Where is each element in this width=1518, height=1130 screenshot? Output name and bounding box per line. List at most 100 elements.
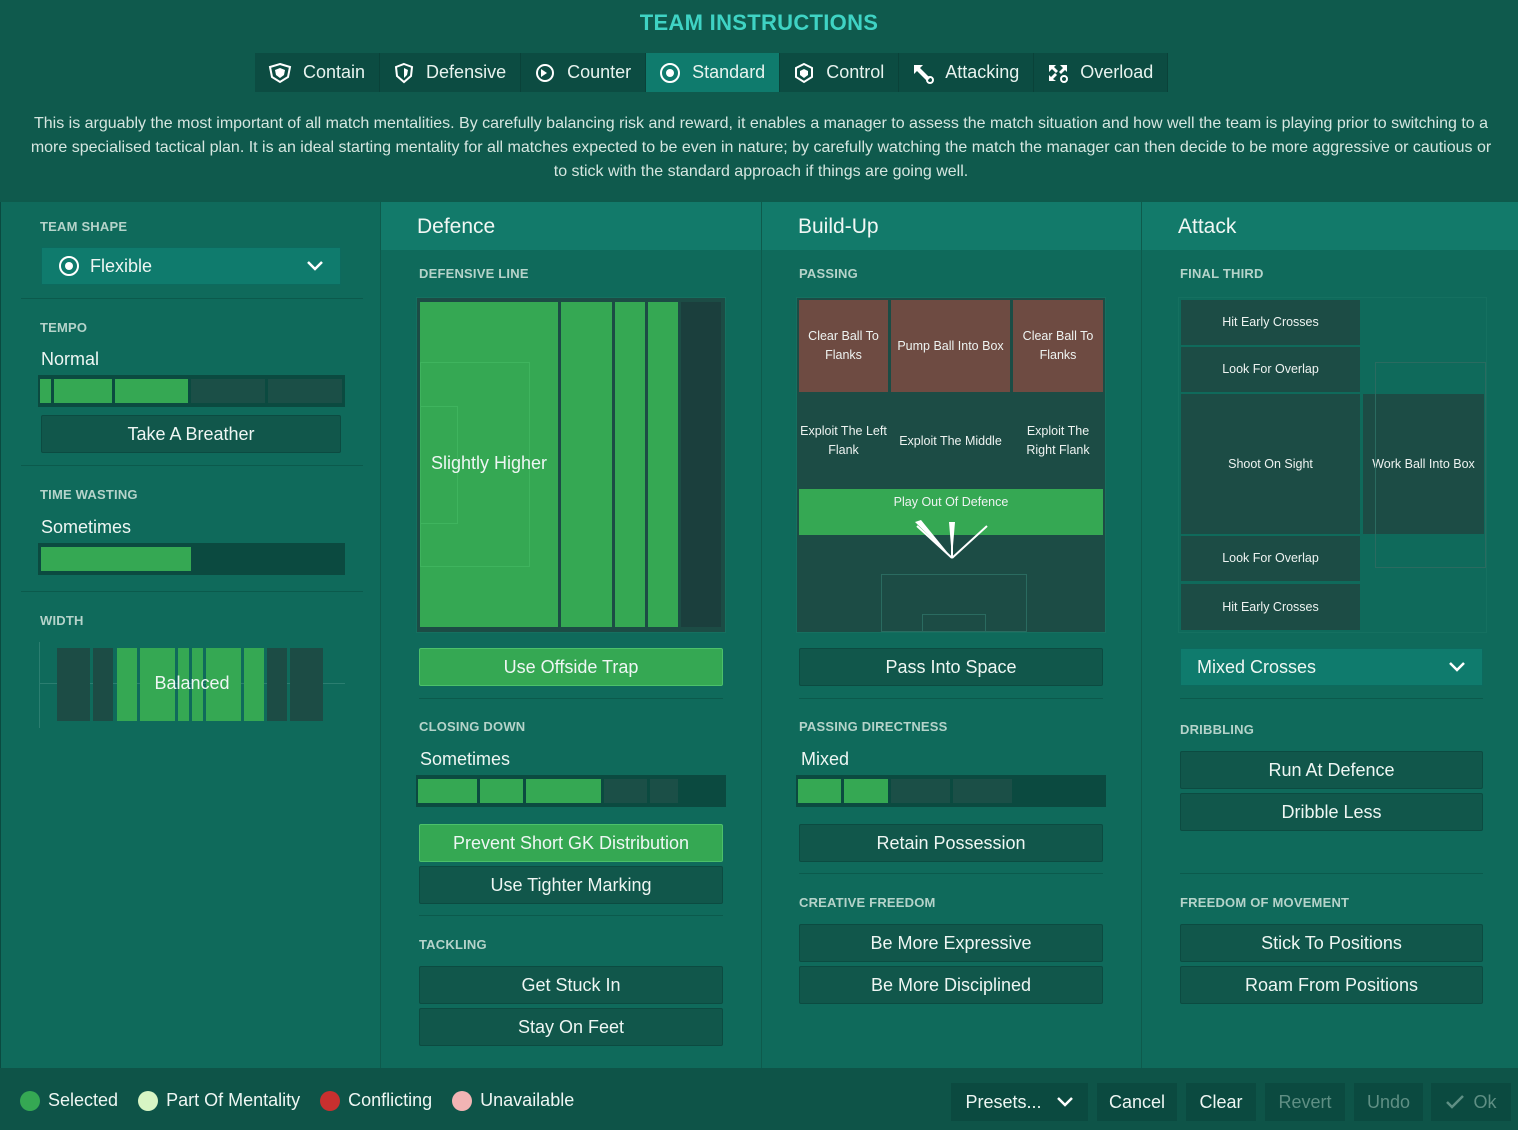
tackling-label: TACKLING xyxy=(419,937,487,952)
selected-dot-icon xyxy=(20,1090,40,1111)
exploit-right-flank-cell[interactable]: Exploit The Right Flank xyxy=(1026,424,1090,457)
defence-panel: Defence DEFENSIVE LINE Slightly Higher U… xyxy=(381,202,761,1068)
pass-into-space-button[interactable]: Pass Into Space xyxy=(799,648,1103,686)
defensive-shield-icon xyxy=(394,62,414,83)
clear-button[interactable]: Clear xyxy=(1186,1083,1256,1121)
use-offside-trap-button[interactable]: Use Offside Trap xyxy=(419,648,723,686)
tab-defensive[interactable]: Defensive xyxy=(380,53,522,92)
part-of-mentality-dot-icon xyxy=(138,1090,159,1111)
run-at-defence-button[interactable]: Run At Defence xyxy=(1180,751,1483,789)
shoot-on-sight-cell[interactable]: Shoot On Sight xyxy=(1181,394,1360,534)
undo-button[interactable]: Undo xyxy=(1354,1083,1423,1121)
team-shape-value: Flexible xyxy=(90,255,153,276)
divider xyxy=(21,591,363,592)
exploit-middle-cell[interactable]: Exploit The Middle xyxy=(899,433,1002,448)
divider xyxy=(419,915,723,916)
team-shape-dropdown[interactable]: Flexible xyxy=(41,247,341,285)
take-a-breather-button[interactable]: Take A Breather xyxy=(41,415,341,453)
hit-early-crosses-bottom-cell[interactable]: Hit Early Crosses xyxy=(1181,584,1360,630)
be-more-expressive-button[interactable]: Be More Expressive xyxy=(799,924,1103,962)
buildup-header: Build-Up xyxy=(762,202,1141,250)
divider xyxy=(799,698,1103,699)
width-label: WIDTH xyxy=(40,613,84,628)
tab-label: Control xyxy=(826,62,885,82)
prevent-short-gk-distribution-button[interactable]: Prevent Short GK Distribution xyxy=(419,824,723,862)
tempo-slider[interactable] xyxy=(38,375,345,407)
tab-standard[interactable]: Standard xyxy=(646,53,781,92)
chevron-down-icon xyxy=(1449,662,1465,672)
look-for-overlap-top-cell[interactable]: Look For Overlap xyxy=(1181,347,1360,392)
divider xyxy=(419,698,723,699)
tab-overload[interactable]: Overload xyxy=(1034,53,1169,92)
defensive-line-label: DEFENSIVE LINE xyxy=(419,266,529,281)
chevron-down-icon xyxy=(307,261,323,271)
exploit-left-flank-cell[interactable]: Exploit The Left Flank xyxy=(800,424,887,457)
team-shape-label: TEAM SHAPE xyxy=(40,219,128,234)
tab-counter[interactable]: Counter xyxy=(521,53,647,92)
legend-part-of-mentality: Part Of Mentality xyxy=(166,1090,301,1110)
team-settings-panel: TEAM SHAPE Flexible TEMPO Normal Take A … xyxy=(0,202,380,1068)
passing-directness-value: Mixed xyxy=(801,749,850,769)
closing-down-label: CLOSING DOWN xyxy=(419,719,526,734)
legend-conflicting: Conflicting xyxy=(348,1090,433,1110)
tab-label: Overload xyxy=(1080,62,1154,82)
page-title: TEAM INSTRUCTIONS xyxy=(639,10,879,35)
tab-contain[interactable]: Contain xyxy=(255,53,381,92)
revert-button[interactable]: Revert xyxy=(1265,1083,1345,1121)
tab-attacking[interactable]: Attacking xyxy=(899,53,1035,92)
tab-label: Contain xyxy=(303,62,366,82)
attack-panel: Attack FINAL THIRD Hit Early Crosses Loo… xyxy=(1142,202,1518,1068)
unavailable-dot-icon xyxy=(452,1090,473,1111)
tempo-value: Normal xyxy=(41,349,100,369)
counter-arrow-icon xyxy=(536,63,555,82)
header-band xyxy=(0,0,1518,200)
ok-button[interactable]: Ok xyxy=(1431,1083,1511,1121)
work-ball-into-box-cell[interactable]: Work Ball Into Box xyxy=(1363,394,1484,534)
buildup-panel: Build-Up PASSING Clear Ball To Flanks Pu… xyxy=(762,202,1141,1068)
divider xyxy=(21,465,363,466)
mixed-crosses-dropdown[interactable]: Mixed Crosses xyxy=(1180,648,1483,686)
hit-early-crosses-top-cell[interactable]: Hit Early Crosses xyxy=(1181,300,1360,345)
get-stuck-in-button[interactable]: Get Stuck In xyxy=(419,966,723,1004)
width-slider[interactable]: Balanced xyxy=(39,642,345,728)
tab-control[interactable]: Control xyxy=(780,53,900,92)
dribble-less-button[interactable]: Dribble Less xyxy=(1180,793,1483,831)
mixed-crosses-value: Mixed Crosses xyxy=(1197,656,1317,677)
legend-selected: Selected xyxy=(48,1090,119,1110)
presets-label: Presets... xyxy=(965,1091,1042,1112)
legend: Selected Part Of Mentality Conflicting U… xyxy=(20,1090,574,1111)
creative-freedom-label: CREATIVE FREEDOM xyxy=(799,895,936,910)
defensive-line-pitch[interactable]: Slightly Higher xyxy=(416,297,726,633)
mentality-tabs: Contain Defensive Counter Standard Contr… xyxy=(255,53,1169,92)
target-icon xyxy=(59,256,79,276)
control-shield-icon xyxy=(795,62,814,83)
clear-ball-left-cell[interactable]: Clear Ball To Flanks xyxy=(799,300,888,392)
time-wasting-value: Sometimes xyxy=(41,517,132,537)
roam-from-positions-button[interactable]: Roam From Positions xyxy=(1180,966,1483,1004)
pump-ball-into-box-cell[interactable]: Pump Ball Into Box xyxy=(891,300,1010,392)
final-third-pitch: Hit Early Crosses Look For Overlap Shoot… xyxy=(1178,297,1487,633)
use-tighter-marking-button[interactable]: Use Tighter Marking xyxy=(419,866,723,904)
closing-down-value: Sometimes xyxy=(420,749,511,769)
overload-arrows-icon xyxy=(1049,64,1069,83)
time-wasting-slider[interactable] xyxy=(38,543,345,575)
divider xyxy=(21,298,363,299)
pass-arrows-icon xyxy=(915,520,988,559)
clear-ball-right-cell[interactable]: Clear Ball To Flanks xyxy=(1013,300,1103,392)
defence-header: Defence xyxy=(381,202,761,250)
time-wasting-label: TIME WASTING xyxy=(40,487,138,502)
look-for-overlap-bottom-cell[interactable]: Look For Overlap xyxy=(1181,536,1360,581)
passing-directness-label: PASSING DIRECTNESS xyxy=(799,719,948,734)
passing-directness-slider[interactable] xyxy=(796,775,1106,807)
conflicting-dot-icon xyxy=(320,1090,341,1111)
stick-to-positions-button[interactable]: Stick To Positions xyxy=(1180,924,1483,962)
closing-down-slider[interactable] xyxy=(416,775,726,807)
retain-possession-button[interactable]: Retain Possession xyxy=(799,824,1103,862)
stay-on-feet-button[interactable]: Stay On Feet xyxy=(419,1008,723,1046)
cancel-button[interactable]: Cancel xyxy=(1097,1083,1177,1121)
width-value: Balanced xyxy=(154,673,230,693)
be-more-disciplined-button[interactable]: Be More Disciplined xyxy=(799,966,1103,1004)
tab-label: Counter xyxy=(567,62,632,82)
legend-unavailable: Unavailable xyxy=(480,1090,575,1110)
presets-button[interactable]: Presets... xyxy=(951,1083,1088,1121)
